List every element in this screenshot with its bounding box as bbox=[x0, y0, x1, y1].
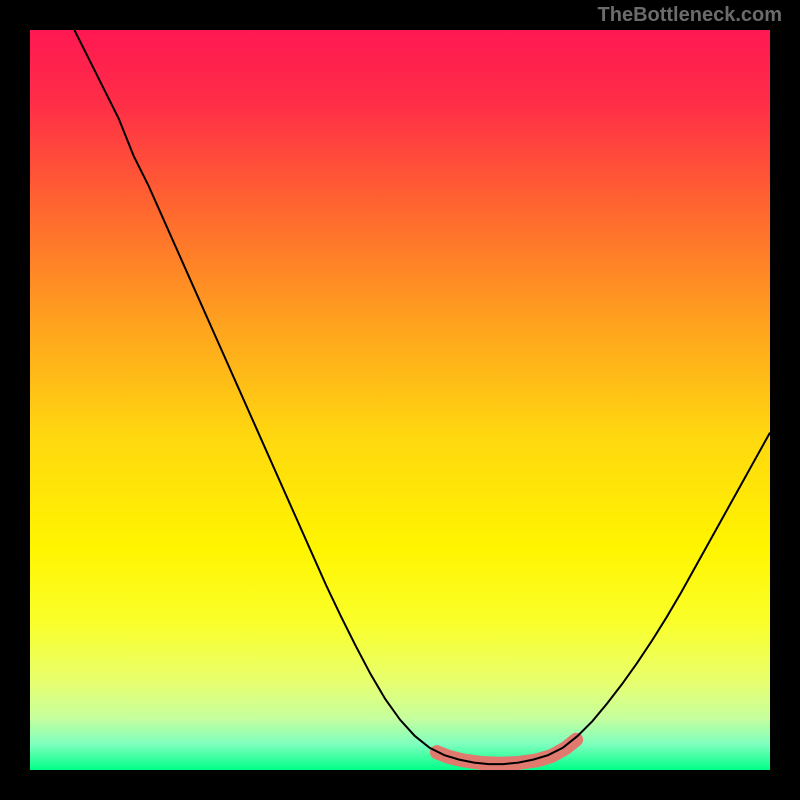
chart-svg bbox=[30, 30, 770, 770]
chart bbox=[30, 30, 770, 770]
chart-background bbox=[30, 30, 770, 770]
watermark-text: TheBottleneck.com bbox=[598, 4, 782, 27]
